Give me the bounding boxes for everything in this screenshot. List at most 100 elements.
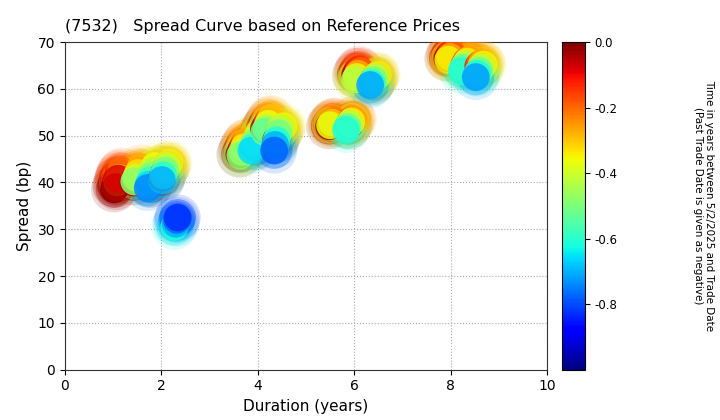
- Point: [349, 71, 361, 78]
- Point: [351, 68, 363, 74]
- Point: [253, 130, 264, 136]
- Point: [474, 68, 485, 74]
- Point: [464, 56, 475, 63]
- Point: [325, 122, 336, 129]
- Point: [343, 123, 354, 130]
- Point: [474, 60, 486, 67]
- Point: [158, 170, 170, 176]
- Point: [260, 122, 271, 129]
- Point: [247, 144, 258, 151]
- Point: [323, 123, 335, 130]
- Point: [168, 223, 180, 230]
- Point: [475, 64, 487, 71]
- Point: [446, 50, 457, 57]
- Point: [260, 122, 271, 129]
- Point: [148, 167, 159, 174]
- Point: [251, 134, 263, 141]
- Point: [249, 139, 261, 146]
- Y-axis label: Spread (bp): Spread (bp): [17, 161, 32, 251]
- Point: [109, 181, 121, 188]
- Point: [115, 167, 127, 174]
- Point: [354, 66, 365, 73]
- Point: [323, 123, 335, 130]
- Point: [171, 216, 182, 223]
- Point: [368, 77, 379, 84]
- Point: [369, 74, 381, 81]
- Point: [238, 144, 250, 151]
- Point: [142, 185, 153, 192]
- Point: [237, 149, 248, 155]
- Point: [444, 52, 455, 58]
- Point: [127, 179, 139, 186]
- Point: [148, 167, 159, 174]
- Point: [161, 163, 173, 169]
- Point: [325, 122, 336, 129]
- Point: [170, 220, 181, 227]
- Point: [238, 144, 250, 151]
- Point: [168, 223, 180, 230]
- Point: [146, 177, 158, 184]
- Point: [472, 71, 483, 77]
- Point: [156, 174, 168, 181]
- Point: [325, 121, 337, 127]
- Point: [354, 66, 365, 73]
- Point: [132, 171, 143, 177]
- Point: [142, 185, 153, 192]
- Point: [274, 128, 286, 134]
- Point: [371, 72, 382, 79]
- Point: [234, 151, 246, 158]
- Point: [276, 125, 288, 132]
- Point: [246, 147, 257, 154]
- Point: [447, 51, 459, 58]
- Point: [351, 74, 362, 81]
- Point: [345, 119, 356, 126]
- Point: [108, 186, 120, 193]
- Point: [369, 75, 380, 82]
- Point: [369, 74, 381, 81]
- Point: [272, 132, 284, 139]
- Point: [462, 56, 474, 63]
- Point: [457, 64, 469, 71]
- Point: [251, 139, 262, 146]
- Point: [162, 161, 174, 168]
- Point: [128, 178, 140, 185]
- Point: [472, 63, 484, 70]
- Point: [366, 79, 378, 85]
- Point: [247, 144, 258, 151]
- Point: [158, 170, 170, 176]
- Point: [146, 177, 158, 184]
- Point: [261, 125, 272, 132]
- Point: [238, 142, 249, 149]
- Point: [443, 56, 454, 63]
- Point: [462, 58, 473, 65]
- Point: [266, 115, 277, 121]
- Point: [372, 71, 384, 78]
- Point: [149, 163, 161, 169]
- Point: [241, 138, 253, 144]
- Point: [474, 60, 486, 67]
- Point: [341, 126, 352, 133]
- Point: [114, 170, 125, 176]
- Point: [258, 125, 270, 132]
- Point: [323, 123, 335, 130]
- X-axis label: Duration (years): Duration (years): [243, 399, 369, 414]
- Point: [162, 161, 174, 168]
- Point: [351, 68, 363, 74]
- Point: [151, 165, 163, 172]
- Point: [343, 121, 355, 127]
- Point: [269, 147, 280, 154]
- Point: [112, 172, 124, 179]
- Point: [253, 134, 264, 141]
- Point: [477, 60, 488, 66]
- Point: [271, 137, 282, 144]
- Point: [161, 165, 172, 172]
- Point: [171, 216, 182, 223]
- Point: [329, 117, 341, 124]
- Point: [349, 76, 361, 83]
- Point: [274, 125, 286, 132]
- Point: [474, 68, 485, 74]
- Point: [478, 61, 490, 68]
- Point: [111, 177, 122, 184]
- Point: [172, 214, 184, 221]
- Point: [446, 50, 457, 57]
